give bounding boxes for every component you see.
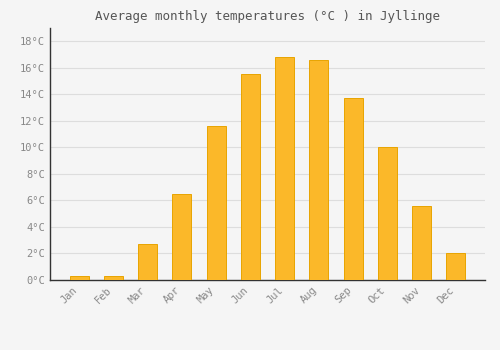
Bar — [206, 126, 226, 280]
Bar — [412, 206, 431, 280]
Bar — [446, 253, 465, 280]
Bar — [104, 276, 123, 280]
Bar — [138, 244, 157, 280]
Bar — [172, 194, 192, 280]
Title: Average monthly temperatures (°C ) in Jyllinge: Average monthly temperatures (°C ) in Jy… — [95, 10, 440, 23]
Bar — [241, 75, 260, 280]
Bar — [344, 98, 362, 280]
Bar — [275, 57, 294, 280]
Bar — [70, 276, 88, 280]
Bar — [378, 147, 397, 280]
Bar — [310, 60, 328, 280]
